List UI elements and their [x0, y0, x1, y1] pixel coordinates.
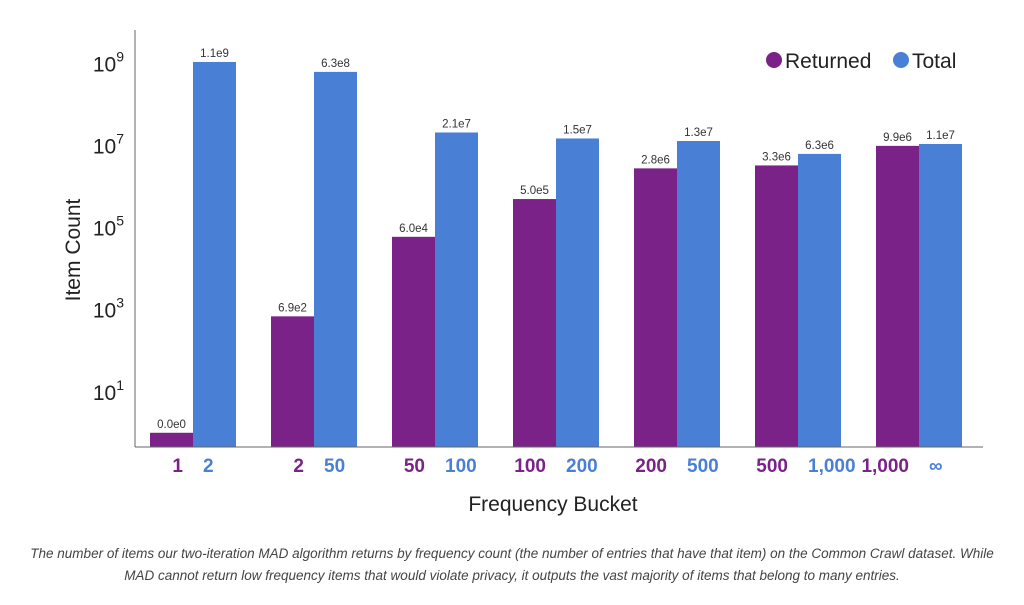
x-tick-label-low: 1,000 [861, 456, 909, 477]
legend-marker-returned [766, 52, 782, 68]
bar-returned [755, 165, 798, 448]
y-tick-label: 105 [93, 213, 124, 241]
x-tick-label-low: 200 [635, 456, 667, 477]
bar-value-label: 6.3e6 [805, 140, 834, 152]
x-tick-label-high: ∞ [929, 456, 943, 477]
bar-returned [876, 145, 919, 447]
x-tick-label-low: 50 [404, 456, 425, 477]
x-axis-title: Frequency Bucket [468, 493, 637, 516]
y-tick-label: 109 [93, 49, 124, 77]
y-tick-label: 107 [93, 131, 124, 159]
x-tick-label-low: 1 [172, 456, 183, 477]
bar-value-label: 5.0e5 [520, 185, 549, 197]
figure-caption: The number of items our two-iteration MA… [30, 546, 994, 583]
bar-value-label: 1.3e7 [684, 127, 713, 139]
bar-total [919, 143, 962, 447]
y-tick-label: 103 [93, 295, 124, 323]
legend-label-returned: Returned [785, 50, 871, 73]
bar-value-label: 6.0e4 [399, 223, 428, 235]
bar-returned [271, 316, 314, 447]
legend-marker-total [893, 52, 909, 68]
x-tick-label-low: 500 [756, 456, 788, 477]
y-axis-title: Item Count [62, 198, 85, 301]
legend-label-total: Total [912, 50, 956, 73]
bar-returned [150, 432, 193, 447]
bar-value-label: 3.3e6 [762, 151, 791, 163]
bar-total [435, 132, 478, 447]
y-tick-label: 101 [93, 377, 124, 405]
bar-value-label: 2.1e7 [442, 118, 471, 130]
bar-returned [392, 236, 435, 447]
x-tick-label-low: 2 [293, 456, 304, 477]
x-tick-label-high: 50 [324, 456, 345, 477]
bar-total [677, 141, 720, 447]
x-tick-label-high: 200 [566, 456, 598, 477]
x-tick-label-low: 100 [514, 456, 546, 477]
bar-value-label: 2.8e6 [641, 154, 670, 166]
x-tick-label-high: 1,000 [808, 456, 856, 477]
x-tick-label-high: 100 [445, 456, 477, 477]
bar-returned [634, 168, 677, 447]
bar-value-label: 1.5e7 [563, 124, 592, 136]
legend: Returned Total [766, 50, 956, 73]
bars: 0.0e0 1.1e9 6.9e2 6.3e8 6.0e4 2.1e7 5.0e5 1.5e7… [150, 48, 962, 448]
x-tick-label-high: 2 [203, 456, 214, 477]
bar-value-label: 0.0e0 [157, 419, 186, 431]
bar-returned [513, 199, 556, 447]
bar-total [556, 138, 599, 447]
bar-value-label: 6.3e8 [321, 58, 350, 70]
y-axis: 101 103 105 107 109 [93, 30, 136, 447]
bar-value-label: 9.9e6 [883, 132, 912, 144]
x-axis: 1 2 2 50 50 100 100 200 200 500 500 1,000 1,000 ∞ [135, 446, 983, 477]
bar-value-label: 6.9e2 [278, 302, 307, 314]
bar-value-label: 1.1e7 [926, 130, 955, 142]
bar-chart: Returned Total 101 103 105 107 109 0.0e0 1.1e9… [62, 30, 983, 516]
bar-total [314, 71, 357, 447]
x-tick-label-high: 500 [687, 456, 719, 477]
bar-value-label: 1.1e9 [200, 48, 229, 60]
bar-total [193, 61, 236, 448]
bar-total [798, 153, 841, 447]
